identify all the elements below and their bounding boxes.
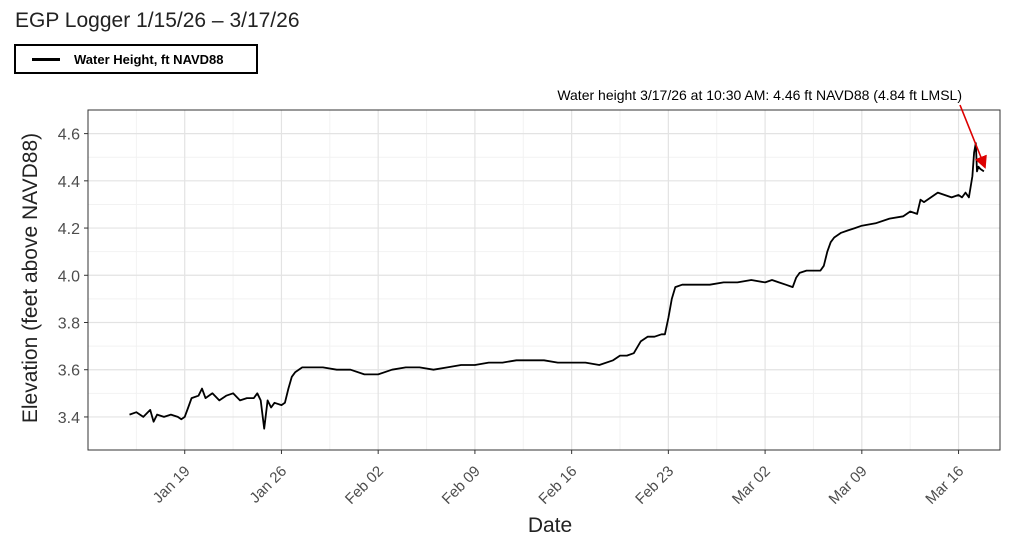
y-tick-label: 4.4 <box>58 174 80 191</box>
legend: Water Height, ft NAVD88 <box>14 44 258 74</box>
plot-panel-border <box>87 109 1001 451</box>
x-tick-label: Mar 02 <box>729 463 774 508</box>
x-tick-label: Feb 16 <box>535 463 580 508</box>
legend-label: Water Height, ft NAVD88 <box>74 52 224 67</box>
y-tick-label: 4.0 <box>58 268 80 285</box>
x-tick-label: Mar 09 <box>826 463 871 508</box>
y-tick-label: 4.2 <box>58 221 80 238</box>
series-line <box>129 142 985 430</box>
y-tick-label: 3.6 <box>58 363 80 380</box>
y-axis-title: Elevation (feet above NAVD88) <box>19 133 42 423</box>
y-tick-label: 3.4 <box>58 410 80 427</box>
y-tick-label: 4.6 <box>58 127 80 144</box>
y-tick-label: 3.8 <box>58 316 80 333</box>
x-tick-label: Feb 02 <box>342 463 387 508</box>
legend-line-swatch <box>32 58 60 61</box>
x-tick-label: Feb 09 <box>439 463 484 508</box>
x-tick-label: Feb 23 <box>632 463 677 508</box>
annotation-text: Water height 3/17/26 at 10:30 AM: 4.46 f… <box>557 87 962 103</box>
chart-title: EGP Logger 1/15/26 – 3/17/26 <box>15 9 300 32</box>
x-tick-label: Mar 16 <box>922 463 967 508</box>
x-tick-label: Jan 19 <box>150 463 194 507</box>
x-axis-title: Date <box>528 514 572 537</box>
annotation-arrow <box>959 104 987 169</box>
x-tick-label: Jan 26 <box>246 463 290 507</box>
